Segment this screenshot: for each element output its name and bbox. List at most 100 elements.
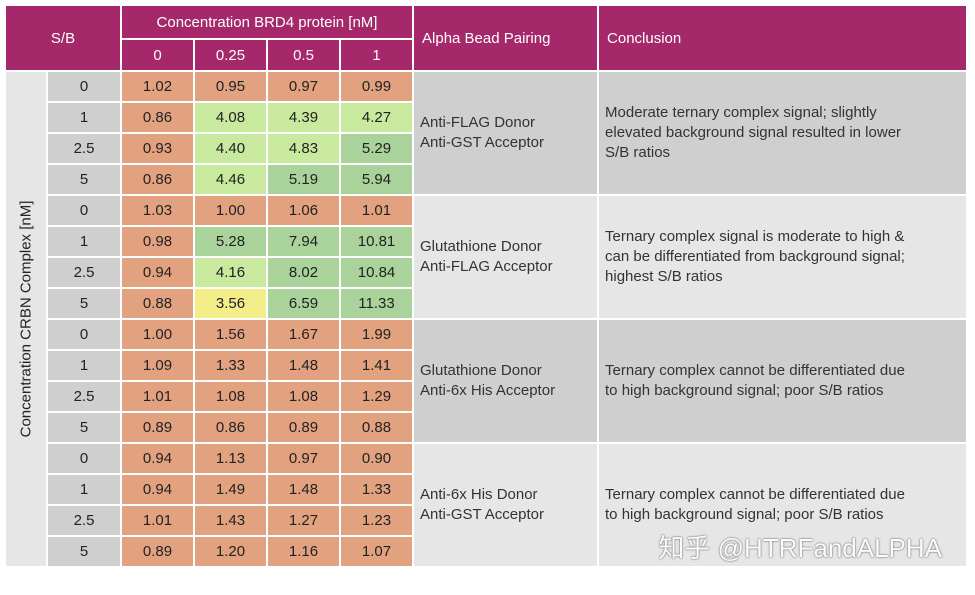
ratio-cell: 4.40: [193, 132, 268, 165]
ratio-cell: 0.93: [120, 132, 195, 165]
ratio-cell: 10.84: [338, 256, 415, 289]
ratio-cell: 1.06: [266, 194, 341, 227]
ratio-cell: 0.94: [120, 256, 195, 289]
bead-pairing-line: Anti-GST Acceptor: [420, 134, 544, 151]
ratio-cell: 1.48: [266, 349, 341, 382]
sb-value: 1: [46, 473, 122, 506]
ratio-cell: 1.02: [120, 70, 195, 103]
ratio-cell: 0.94: [120, 442, 195, 475]
ratio-cell: 5.19: [266, 163, 341, 196]
table-row: 2.5 1.01 1.08 1.08 1.29: [5, 380, 967, 413]
bead-pairing-line: Glutathione Donor: [420, 238, 542, 255]
ratio-cell: 4.83: [266, 132, 341, 165]
sb-value: 1: [46, 101, 122, 134]
ratio-cell: 1.49: [193, 473, 268, 506]
sb-value: 5: [46, 411, 122, 444]
ratio-cell: 0.88: [120, 287, 195, 320]
ratio-cell: 0.97: [266, 70, 341, 103]
conclusion-cell: Ternary complex cannot be differentiated…: [597, 318, 969, 444]
conclusion-line: highest S/B ratios: [605, 268, 723, 285]
bead-pairing-line: Anti-6x His Donor: [420, 486, 538, 503]
ratio-cell: 1.09: [120, 349, 195, 382]
table-row: 5 0.89 1.20 1.16 1.07: [5, 535, 967, 568]
ratio-cell: 0.95: [193, 70, 268, 103]
ratio-cell: 11.33: [338, 287, 415, 320]
ratio-cell: 0.86: [120, 101, 195, 134]
table-row: 0 0.94 1.13 0.97 0.90 Anti-6x His Donor Anti-G…: [5, 442, 969, 568]
conclusion-cell: Ternary complex cannot be differentiated…: [597, 442, 969, 568]
table-row: 0 1.00 1.56 1.67 1.99 Glutathione Donor Anti-6…: [5, 318, 969, 444]
sb-value: 1: [46, 225, 122, 258]
bead-pairing-cell: Anti-6x His Donor Anti-GST Acceptor: [412, 442, 600, 568]
sb-value: 2.5: [46, 256, 122, 289]
ratio-cell: 5.28: [193, 225, 268, 258]
brd4-conc-3: 1: [338, 38, 415, 72]
sb-value: 0: [46, 442, 122, 475]
bead-pairing-line: Anti-GST Acceptor: [420, 506, 544, 523]
bead-pairing-cell: Glutathione Donor Anti-6x His Acceptor: [412, 318, 600, 444]
ratio-cell: 1.56: [193, 318, 268, 351]
sb-value: 0: [46, 194, 122, 227]
bead-pairing-cell: Glutathione Donor Anti-FLAG Acceptor: [412, 194, 600, 320]
ratio-cell: 1.08: [193, 380, 268, 413]
sb-value: 1: [46, 349, 122, 382]
ratio-cell: 1.67: [266, 318, 341, 351]
results-table: S/B Concentration BRD4 protein [nM] Alph…: [4, 4, 969, 585]
brd4-header: Concentration BRD4 protein [nM]: [119, 4, 415, 40]
ratio-cell: 4.27: [338, 101, 415, 134]
ratio-cell: 0.86: [193, 411, 268, 444]
table-row: 1 1.09 1.33 1.48 1.41: [5, 349, 967, 382]
results-grid: S/B Concentration BRD4 protein [nM] Alph…: [4, 4, 969, 568]
conclusion-line: Moderate ternary complex signal; slightl…: [605, 104, 877, 121]
table-row: 5 0.88 3.56 6.59 11.33: [5, 287, 967, 320]
ratio-cell: 0.90: [338, 442, 415, 475]
bead-pairing-line: Anti-FLAG Donor: [420, 114, 536, 131]
watermark-text: 知乎 @HTRFandALPHA: [658, 533, 942, 563]
ratio-cell: 1.03: [120, 194, 195, 227]
table-row: 5 0.86 4.46 5.19 5.94: [5, 163, 967, 196]
conclusion-line: to high background signal; poor S/B rati…: [605, 506, 884, 523]
ratio-cell: 1.01: [338, 194, 415, 227]
ratio-cell: 0.94: [120, 473, 195, 506]
sb-value: 5: [46, 287, 122, 320]
conclusion-line: elevated background signal resulted in l…: [605, 124, 902, 141]
ratio-cell: 3.56: [193, 287, 268, 320]
conclusion-line: S/B ratios: [605, 144, 671, 161]
ratio-cell: 1.00: [120, 318, 195, 351]
conclusion-line: can be differentiated from background si…: [605, 248, 905, 265]
ratio-cell: 0.97: [266, 442, 341, 475]
ratio-cell: 4.46: [193, 163, 268, 196]
sb-value: 5: [46, 535, 122, 568]
table-row: 1 0.98 5.28 7.94 10.81: [5, 225, 967, 258]
ratio-cell: 1.13: [193, 442, 268, 475]
brd4-conc-1: 0.25: [193, 38, 268, 72]
ratio-cell: 1.07: [338, 535, 415, 568]
sb-header: S/B: [4, 4, 122, 72]
ratio-cell: 0.98: [120, 225, 195, 258]
table-row: 5 0.89 0.86 0.89 0.88: [5, 411, 967, 444]
ratio-cell: 1.01: [120, 504, 195, 537]
bead-pairing-line: Anti-6x His Acceptor: [420, 382, 556, 399]
sb-value: 0: [46, 318, 122, 351]
ratio-cell: 4.39: [266, 101, 341, 134]
ratio-cell: 1.08: [266, 380, 341, 413]
ratio-cell: 1.27: [266, 504, 341, 537]
table-row: 1 0.86 4.08 4.39 4.27: [5, 101, 967, 134]
ratio-cell: 4.08: [193, 101, 268, 134]
ratio-cell: 1.16: [266, 535, 341, 568]
crbn-side-label-cell: Concentration CRBN Complex [nM]: [4, 70, 48, 568]
ratio-cell: 0.89: [266, 411, 341, 444]
ratio-cell: 1.23: [338, 504, 415, 537]
conclusion-line: Ternary complex signal is moderate to hi…: [605, 228, 905, 245]
conclusion-cell: Moderate ternary complex signal; slightl…: [597, 70, 969, 196]
conclusion-header: Conclusion: [597, 4, 969, 72]
table-row: 1 0.94 1.49 1.48 1.33: [5, 473, 967, 506]
ratio-cell: 1.48: [266, 473, 341, 506]
conclusion-cell: Ternary complex signal is moderate to hi…: [597, 194, 969, 320]
ratio-cell: 6.59: [266, 287, 341, 320]
table-row: 2.5 1.01 1.43 1.27 1.23: [5, 504, 967, 537]
bead-pairing-cell: Anti-FLAG Donor Anti-GST Acceptor: [412, 70, 600, 196]
conclusion-line: Ternary complex cannot be differentiated…: [605, 362, 905, 379]
bead-pairing-line: Glutathione Donor: [420, 362, 542, 379]
ratio-cell: 0.86: [120, 163, 195, 196]
